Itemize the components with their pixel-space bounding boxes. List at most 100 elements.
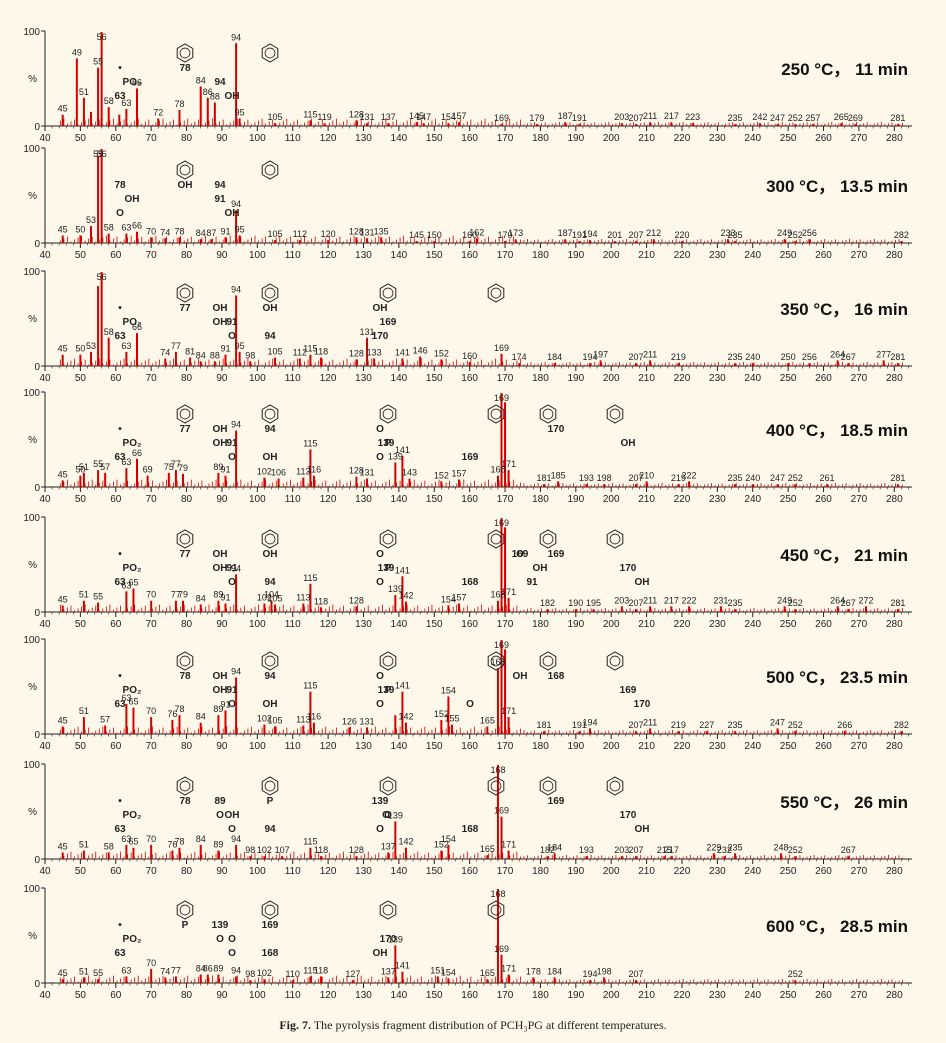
panel-5-x-tick-label: 120 [320,741,337,752]
panel-7-peak-label: 151 [430,965,445,975]
panel-6-peak-label: 102 [257,845,272,855]
panel-3-peak-label: 185 [551,470,566,480]
panel-4-x-tick-label: 190 [567,619,584,630]
panel-3-peak-label: 198 [597,473,612,483]
panel-7-peak-label: 86 [203,964,213,974]
panel-3-structure-ring-inner [179,408,191,420]
panel-0-peak-label: 242 [752,112,767,122]
panel-2-x-tick-label: 210 [638,373,655,384]
panel-3-x-tick-label: 40 [39,494,51,505]
panel-4-x-tick-label: 180 [532,619,549,630]
panel-1-peak-label: 194 [582,229,597,239]
panel-4-annotation: OH [635,577,650,588]
panel-3-x-tick-label: 270 [851,494,868,505]
panel-3-peak-label: 106 [271,468,286,478]
panel-3-annotation: P [385,438,392,449]
panel-6-annotation: 139 [372,796,389,807]
panel-0-x-tick-label: 50 [75,133,87,144]
panel-0-peak-label: 56 [97,32,107,42]
panel-2-peak-label: 133 [367,347,382,357]
panel-6-x-tick-label: 260 [815,866,832,877]
panel-4-structure-ring-inner [382,533,394,545]
panel-2-x-tick-label: 250 [780,373,797,384]
panel-5-structure-ring [176,651,194,671]
panel-2-structure-ring [487,283,505,303]
panel-3-x-tick-label: 140 [391,494,408,505]
panel-3-peak-label: 131 [360,468,375,478]
panel-4-peak-label: 113 [296,593,310,603]
panel-4-structure-ring-inner [609,533,621,545]
panel-3-x-tick-label: 230 [709,494,726,505]
panel-1-peak-label: 135 [374,226,389,236]
panel-7-peak-label: 51 [79,966,89,976]
panel-2-annotation: OH [213,303,228,314]
panel-5-annotation: O [376,699,384,710]
panel-3-peak-label: 207 [628,473,643,483]
panel-5-x-tick-label: 190 [567,741,584,752]
panel-6-x-tick-label: 240 [744,866,761,877]
panel-2-y-axis-label: % [28,314,37,325]
panel-7-structure-ring [487,900,505,920]
panel-6-annotation: • [118,796,122,807]
panel-5-structure-ring-inner [264,655,276,667]
panel-4-structure-ring-inner [264,533,276,545]
panel-0-x-tick-label: 270 [851,133,868,144]
panel-0-peak-label: 51 [79,87,89,97]
panel-0-x-tick-label: 100 [249,133,266,144]
panel-4-x-tick-label: 40 [39,619,51,630]
panel-7-y-tick-label-top: 100 [23,884,40,895]
panel-3-peak-label: 69 [143,465,153,475]
panel-1-peak-label: 95 [235,224,245,234]
panel-2-x-tick-label: 160 [461,373,478,384]
panel-2-annotation: OH [263,303,278,314]
panel-0-peak-label: 131 [360,112,375,122]
panel-7-peak-label: 84 [196,964,206,974]
panel-2-y-tick-label-bottom: 0 [34,362,40,373]
panel-3-peak-label: 261 [820,473,835,483]
panel-1-peak-label: 84 [196,228,206,238]
panel-3-structure-ring-inner [382,408,394,420]
panel-3-structure-ring [379,404,397,424]
panel-0-x-tick-label: 70 [146,133,158,144]
panel-0-annotation: • [118,63,122,74]
panel-6-peak-label: 78 [174,837,184,847]
panel-2-structure-ring-inner [382,287,394,299]
panel-7-x-tick-label: 220 [674,990,691,1001]
panel-6-x-tick-label: 220 [674,866,691,877]
panel-3-peak-label: 91 [220,465,230,475]
panel-4-annotation: 91 [226,563,238,574]
panel-6-peak-label: 84 [196,834,206,844]
panel-4-x-tick-label: 280 [886,619,903,630]
panel-2-peak-label: 53 [86,341,96,351]
panel-3-peak-label: 57 [100,462,110,472]
panel-7-structure-ring-inner [490,904,502,916]
panel-3-x-tick-label: 130 [355,494,372,505]
panel-0-x-tick-label: 120 [320,133,337,144]
panel-1-peak-label: 55 [93,149,103,159]
panel-6-peak-label: 128 [349,845,364,855]
panel-2-peak-label: 235 [728,352,743,362]
panel-1-annotation: 91 [214,194,226,205]
panel-5-annotation: 168 [548,671,565,682]
panel-6-peak-label: 137 [381,841,396,851]
figure-caption: Fig. 7. The pyrolysis fragment distribut… [0,1018,946,1033]
panel-1-peak-label: 128 [349,226,364,236]
panel-6-structure-ring [379,776,397,796]
panel-7-x-tick-label: 260 [815,990,832,1001]
panel-5-peak-label: 65 [128,697,138,707]
panel-7-peak-label: 207 [628,969,643,979]
panel-5-structure-ring [261,651,279,671]
panel-3-annotation: OH [213,438,228,449]
panel-7-peak-label: 55 [93,968,103,978]
panel-2-peak-label: 256 [802,352,817,362]
panel-4-x-tick-label: 130 [355,619,372,630]
panel-0-x-tick-label: 210 [638,133,655,144]
panel-4-annotation: OH [533,563,548,574]
panel-5-peak-label: 142 [398,712,413,722]
panel-0-peak-label: 137 [381,112,396,122]
panel-7-x-tick-label: 40 [39,990,51,1001]
panel-3-x-tick-label: 60 [110,494,122,505]
panel-2-x-tick-label: 110 [285,373,301,384]
panel-6-structure-ring [606,776,624,796]
panel-2-title: 350 °C， 16 min [780,300,908,319]
